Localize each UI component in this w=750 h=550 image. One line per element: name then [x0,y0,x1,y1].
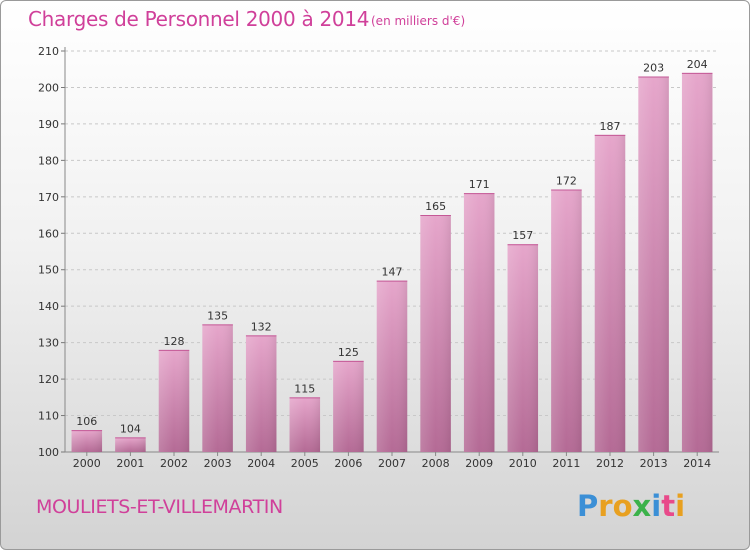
y-tick-label: 100 [38,446,59,459]
x-tick-label: 2005 [291,457,319,470]
bar-shine [158,349,190,452]
logo-letter: t [661,489,676,523]
data-label: 203 [643,62,664,75]
x-tick-label: 2004 [247,457,275,470]
data-label: 172 [556,175,577,188]
x-tick-label: 2010 [509,457,537,470]
bar-shine [420,215,451,452]
x-tick-label: 2007 [378,457,406,470]
y-tick-label: 210 [38,45,59,58]
y-tick-label: 150 [38,264,59,277]
bar-shine [551,189,582,452]
x-tick-label: 2000 [73,457,101,470]
bar-shine [594,134,626,452]
data-label: 187 [600,120,621,133]
bar-shine [289,397,321,452]
bars: 106 104 128 135 132 115 125 147 165 171 157 172 187 2… [71,58,713,452]
x-tick-label: 2002 [160,457,188,470]
proxiti-logo: Proxiti [577,489,685,523]
y-tick-label: 160 [38,227,59,240]
x-tick-label: 2008 [422,457,450,470]
town-name: MOULIETS-ET-VILLEMARTIN [36,496,283,518]
data-label: 165 [425,200,446,213]
y-tick-label: 180 [38,154,59,167]
chart-title: Charges de Personnel 2000 à 2014 [28,7,370,31]
data-label: 157 [512,229,533,242]
x-tick-label: 2014 [683,457,711,470]
data-label: 128 [164,335,185,348]
chart-subtitle: (en milliers d'€) [371,14,466,28]
bar-shine [202,324,233,452]
logo-letter: o [612,489,633,523]
bar-shine [463,193,495,452]
data-label: 115 [294,382,315,395]
x-tick-label: 2009 [465,457,493,470]
bar-shine [71,430,103,452]
y-tick-label: 110 [38,410,59,423]
x-tick-label: 2003 [204,457,232,470]
x-tick-label: 2001 [116,457,144,470]
x-axis-labels: 2000 2001 2002 2003 2004 2005 2006 2007 2008 2009… [73,452,711,470]
y-tick-label: 200 [38,81,59,94]
logo-letter: i [651,489,662,523]
y-tick-label: 130 [38,337,59,350]
y-tick-label: 120 [38,373,59,386]
data-label: 106 [76,415,97,428]
logo-letter: x [632,489,652,523]
bar-shine [376,280,408,452]
bar-shine [638,76,669,452]
bar-shine [245,335,277,452]
data-label: 204 [687,58,708,71]
bar-shine [115,437,146,452]
x-tick-label: 2011 [552,457,580,470]
data-label: 132 [251,320,272,333]
data-label: 135 [207,309,228,322]
y-tick-label: 170 [38,191,59,204]
x-tick-label: 2006 [334,457,362,470]
data-label: 171 [469,178,490,191]
logo-letter: i [675,489,686,523]
x-tick-label: 2012 [596,457,624,470]
data-label: 147 [382,266,403,279]
logo-letter: P [577,489,599,523]
bar-shine [507,244,539,452]
x-tick-label: 2013 [640,457,668,470]
data-label: 125 [338,346,359,359]
bar-shine [681,72,713,452]
y-tick-label: 190 [38,118,59,131]
logo-letter: r [598,489,613,523]
data-label: 104 [120,422,141,435]
y-tick-label: 140 [38,300,59,313]
bar-shine [333,360,364,452]
